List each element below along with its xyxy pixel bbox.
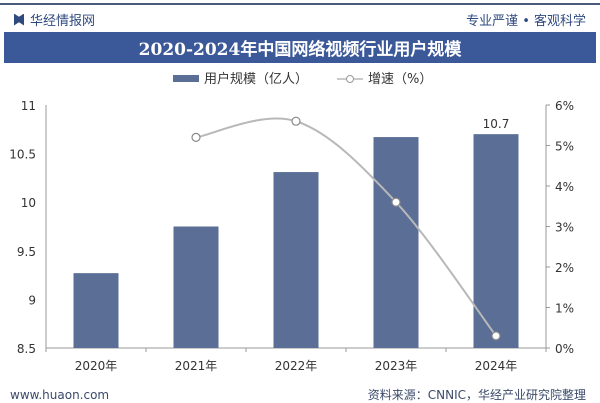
right-tick-label: 1% <box>555 302 574 316</box>
footer-source: 资料来源：CNNIC，华经产业研究院整理 <box>367 388 586 402</box>
growth-point <box>391 197 401 207</box>
legend-bar-label: 用户规模（亿人） <box>204 71 308 87</box>
bar-2020年 <box>73 273 119 348</box>
left-tick-label: 11 <box>21 99 36 113</box>
legend: 用户规模（亿人） 增速（%） <box>173 71 432 87</box>
x-tick-label: 2023年 <box>375 359 418 373</box>
right-tick-label: 3% <box>555 221 574 235</box>
chart-title: 2020-2024年中国网络视频行业用户规模 <box>4 32 596 63</box>
right-tick-label: 4% <box>555 180 574 194</box>
brand-logo-icon <box>14 13 24 26</box>
x-tick-label: 2020年 <box>75 359 118 373</box>
legend-line-marker <box>346 75 354 83</box>
top-rule <box>0 3 600 5</box>
footer-website: www.huaon.com <box>10 388 110 402</box>
legend-bar-swatch <box>173 75 199 82</box>
legend-line-label: 增速（%） <box>368 72 432 87</box>
left-tick-label: 10 <box>21 196 36 210</box>
x-tick-label: 2022年 <box>275 359 318 373</box>
slogan: 专业严谨 • 客观科学 <box>466 14 586 29</box>
right-tick-label: 0% <box>555 342 574 356</box>
bar-2021年 <box>173 226 219 348</box>
brand: 华经情报网 <box>14 10 95 29</box>
right-tick-label: 5% <box>555 140 574 154</box>
right-tick-label: 2% <box>555 261 574 275</box>
bar-2023年 <box>373 137 419 348</box>
right-tick-label: 6% <box>555 99 574 113</box>
left-tick-label: 9.5 <box>17 245 36 259</box>
x-tick-label: 2021年 <box>175 359 218 373</box>
growth-point <box>191 132 201 142</box>
x-tick-label: 2024年 <box>475 359 518 373</box>
bar-2022年 <box>273 172 319 348</box>
bar-data-label: 10.7 <box>483 117 510 131</box>
left-tick-label: 10.5 <box>9 148 36 162</box>
growth-point <box>291 116 301 126</box>
bar-2024年 <box>473 134 519 348</box>
left-tick-label: 8.5 <box>17 342 36 356</box>
growth-point <box>491 331 501 341</box>
growth-line <box>195 117 497 337</box>
left-tick-label: 9 <box>28 293 36 307</box>
brand-name: 华经情报网 <box>30 14 96 29</box>
